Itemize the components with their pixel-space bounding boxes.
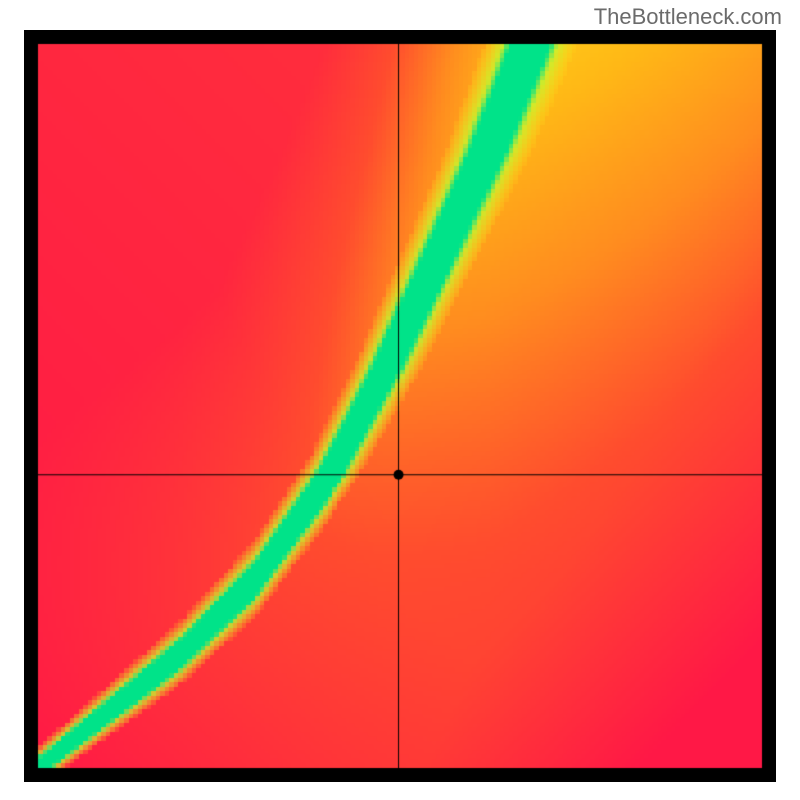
- chart-container: TheBottleneck.com: [0, 0, 800, 800]
- plot-frame: [24, 30, 776, 782]
- watermark-text: TheBottleneck.com: [594, 4, 782, 30]
- heatmap-canvas: [24, 30, 776, 782]
